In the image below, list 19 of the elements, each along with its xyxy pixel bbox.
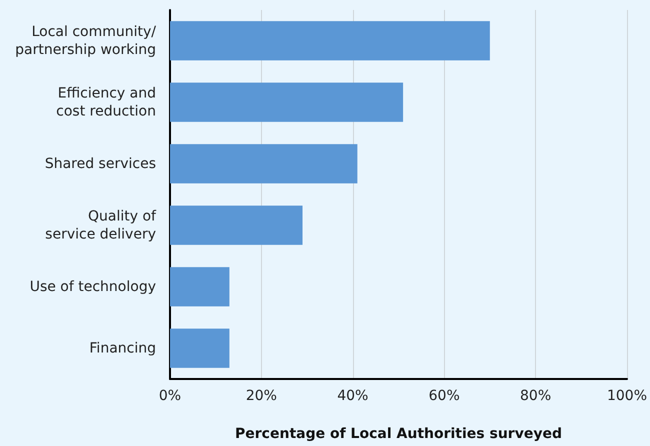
bar <box>170 267 230 306</box>
y-tick-label: Efficiency and cost reduction <box>56 85 156 120</box>
x-tick-label: 60% <box>428 388 460 404</box>
bar <box>170 328 230 368</box>
y-tick-label: Local community/ partnership working <box>15 24 156 58</box>
bar <box>170 82 404 122</box>
bar <box>170 144 358 184</box>
y-tick-label: Use of technology <box>30 278 156 295</box>
y-tick-label: Quality of service delivery <box>45 208 158 242</box>
x-tick-label: 20% <box>246 388 277 404</box>
y-tick-label: Financing <box>89 340 156 356</box>
x-tick-label: 100% <box>606 388 648 404</box>
x-tick-label: 80% <box>520 388 552 404</box>
x-axis-title: Percentage of Local Authorities surveyed <box>235 426 562 442</box>
x-tick-label: 40% <box>337 388 368 404</box>
y-tick-label: Shared services <box>44 156 156 172</box>
x-tick-label: 0% <box>158 388 182 404</box>
bar <box>170 21 490 60</box>
bar <box>170 206 303 245</box>
